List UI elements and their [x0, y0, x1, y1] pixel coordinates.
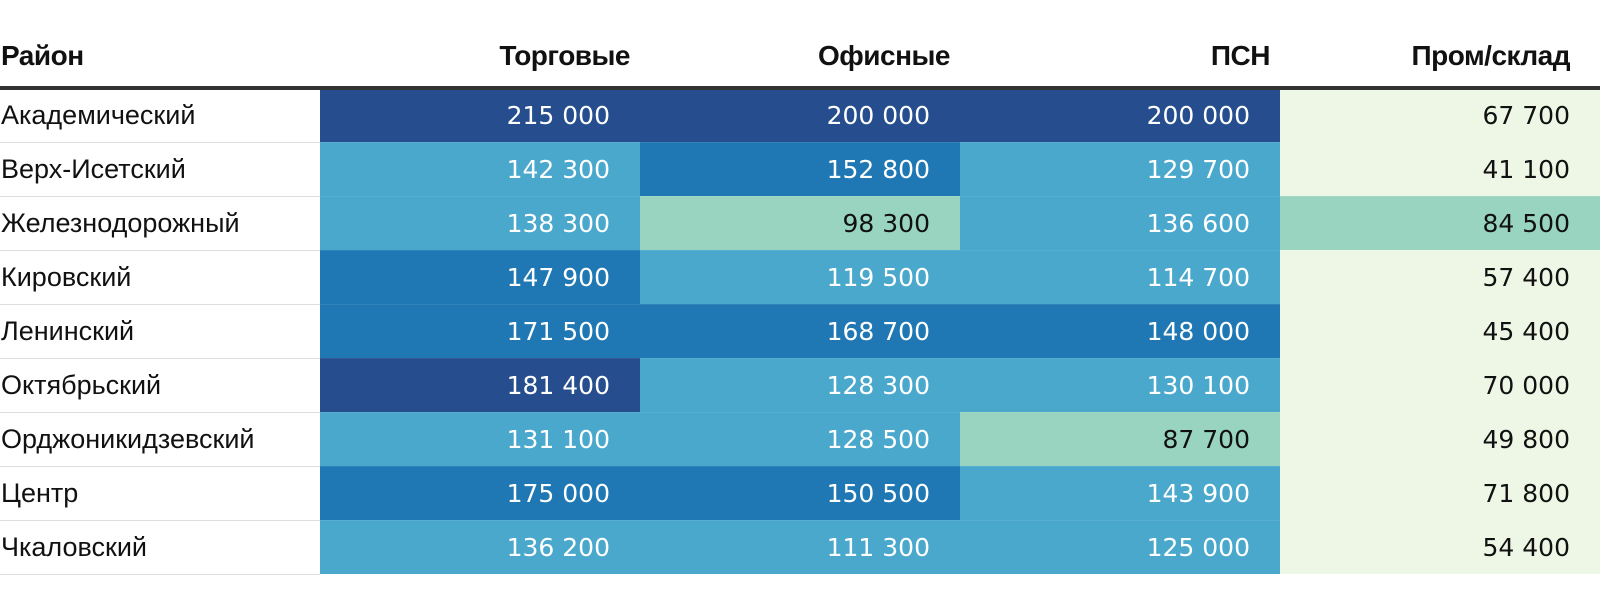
district-label: Кировский [0, 250, 320, 305]
column-header-district: Район [0, 26, 320, 90]
table-row: Ленинский 171 500 168 700 148 000 45 400 [0, 304, 1600, 359]
heat-cell: 200 000 [640, 88, 960, 143]
heat-cell: 54 400 [1280, 520, 1600, 575]
heat-cell: 131 100 [320, 412, 640, 467]
heat-cell: 175 000 [320, 466, 640, 521]
heat-cell: 136 200 [320, 520, 640, 575]
heat-cell: 128 500 [640, 412, 960, 467]
heat-cell: 70 000 [1280, 358, 1600, 413]
heat-cell: 98 300 [640, 196, 960, 251]
heat-cell: 128 300 [640, 358, 960, 413]
heat-cell: 130 100 [960, 358, 1280, 413]
heat-cell: 143 900 [960, 466, 1280, 521]
heat-cell: 119 500 [640, 250, 960, 305]
heat-cell: 142 300 [320, 142, 640, 197]
heat-cell: 125 000 [960, 520, 1280, 575]
table-row: Железнодорожный 138 300 98 300 136 600 84 50… [0, 196, 1600, 251]
heat-cell: 181 400 [320, 358, 640, 413]
table-body: Академический 215 000 200 000 200 000 67 700… [0, 88, 1600, 575]
table-row: Верх-Исетский 142 300 152 800 129 700 41 100 [0, 142, 1600, 197]
heat-cell: 136 600 [960, 196, 1280, 251]
heat-cell: 168 700 [640, 304, 960, 359]
heat-cell: 129 700 [960, 142, 1280, 197]
table-row: Орджоникидзевский 131 100 128 500 87 700 49 … [0, 412, 1600, 467]
heat-cell: 49 800 [1280, 412, 1600, 467]
column-header-industrial: Пром/склад [1280, 26, 1600, 90]
district-label: Октябрьский [0, 358, 320, 413]
heat-cell: 84 500 [1280, 196, 1600, 251]
column-header-retail: Торговые [320, 26, 640, 90]
table-row: Октябрьский 181 400 128 300 130 100 70 000 [0, 358, 1600, 413]
heat-cell: 152 800 [640, 142, 960, 197]
heat-cell: 57 400 [1280, 250, 1600, 305]
heat-cell: 111 300 [640, 520, 960, 575]
column-header-office: Офисные [640, 26, 960, 90]
table-row: Центр 175 000 150 500 143 900 71 800 [0, 466, 1600, 521]
district-label: Верх-Исетский [0, 142, 320, 197]
heat-cell: 215 000 [320, 88, 640, 143]
heat-cell: 171 500 [320, 304, 640, 359]
district-label: Академический [0, 88, 320, 143]
table-row: Чкаловский 136 200 111 300 125 000 54 400 [0, 520, 1600, 575]
district-label: Орджоникидзевский [0, 412, 320, 467]
table-row: Кировский 147 900 119 500 114 700 57 400 [0, 250, 1600, 305]
heat-cell: 71 800 [1280, 466, 1600, 521]
heat-cell: 87 700 [960, 412, 1280, 467]
heat-cell: 114 700 [960, 250, 1280, 305]
table-row: Академический 215 000 200 000 200 000 67 700 [0, 88, 1600, 143]
heat-cell: 148 000 [960, 304, 1280, 359]
district-label: Ленинский [0, 304, 320, 359]
header-row: Район Торговые Офисные ПСН Пром/склад [0, 26, 1600, 90]
district-label: Чкаловский [0, 520, 320, 575]
heat-cell: 150 500 [640, 466, 960, 521]
district-label: Центр [0, 466, 320, 521]
heat-cell: 45 400 [1280, 304, 1600, 359]
heatmap-table: Район Торговые Офисные ПСН Пром/склад Ак… [0, 26, 1600, 575]
heat-cell: 138 300 [320, 196, 640, 251]
heat-cell: 67 700 [1280, 88, 1600, 143]
heat-cell: 147 900 [320, 250, 640, 305]
column-header-psn: ПСН [960, 26, 1280, 90]
district-label: Железнодорожный [0, 196, 320, 251]
heat-cell: 200 000 [960, 88, 1280, 143]
heat-cell: 41 100 [1280, 142, 1600, 197]
